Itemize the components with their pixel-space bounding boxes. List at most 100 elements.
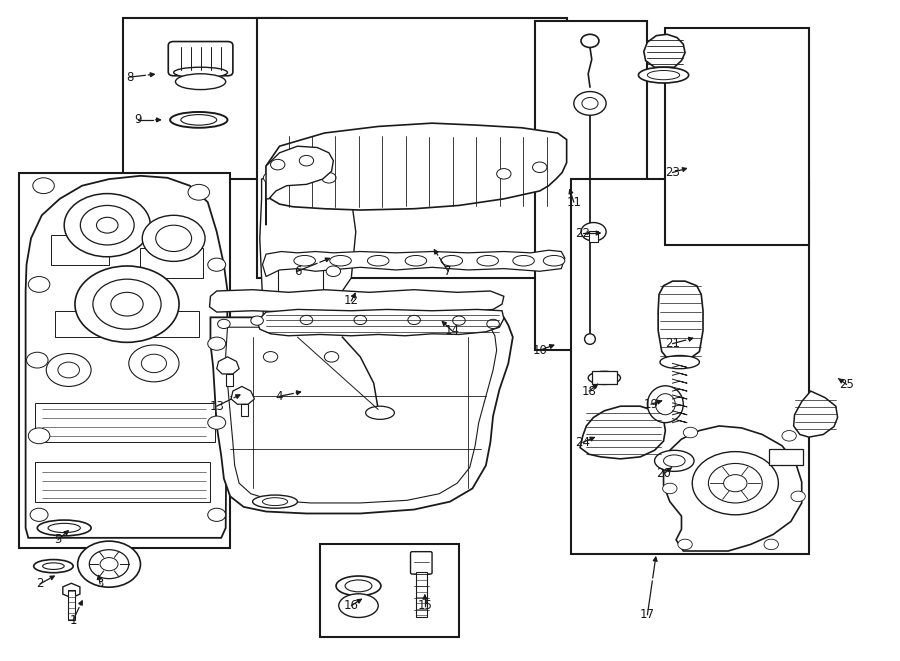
Bar (35, 462, 211, 502)
FancyBboxPatch shape (410, 552, 432, 574)
Circle shape (324, 352, 338, 362)
Circle shape (487, 319, 500, 329)
Circle shape (93, 279, 161, 329)
Text: 2: 2 (36, 578, 44, 590)
FancyBboxPatch shape (168, 42, 233, 76)
Circle shape (26, 352, 48, 368)
Text: 6: 6 (293, 265, 302, 278)
Circle shape (264, 173, 278, 183)
Text: 7: 7 (445, 265, 452, 278)
Circle shape (77, 541, 140, 587)
Ellipse shape (638, 67, 689, 83)
Ellipse shape (294, 255, 315, 266)
Ellipse shape (647, 71, 680, 80)
Text: 19: 19 (644, 398, 659, 410)
Polygon shape (226, 327, 497, 503)
Ellipse shape (585, 334, 596, 344)
Circle shape (208, 416, 226, 429)
Text: 16: 16 (344, 599, 359, 612)
Polygon shape (794, 391, 838, 437)
Text: 25: 25 (839, 378, 854, 391)
Polygon shape (260, 173, 356, 412)
Text: 14: 14 (445, 324, 459, 337)
Text: 10: 10 (532, 344, 547, 357)
Ellipse shape (544, 255, 565, 266)
Ellipse shape (174, 67, 228, 78)
Ellipse shape (405, 255, 427, 266)
Ellipse shape (42, 563, 64, 569)
Bar (665, 28, 809, 245)
Text: 1: 1 (69, 613, 76, 627)
Circle shape (142, 215, 205, 261)
Text: 20: 20 (656, 467, 671, 481)
Polygon shape (211, 317, 513, 514)
Circle shape (724, 475, 747, 492)
Bar (50, 235, 109, 264)
Ellipse shape (48, 524, 80, 533)
Polygon shape (644, 34, 685, 67)
Text: 12: 12 (344, 294, 359, 307)
Circle shape (30, 508, 48, 522)
Bar (592, 371, 617, 385)
Circle shape (208, 508, 226, 522)
Circle shape (791, 491, 806, 502)
Circle shape (208, 258, 226, 271)
Ellipse shape (365, 407, 394, 419)
Bar (35, 403, 215, 442)
Circle shape (64, 194, 150, 256)
Circle shape (662, 483, 677, 494)
Circle shape (80, 206, 134, 245)
Text: 4: 4 (275, 390, 284, 403)
Circle shape (96, 217, 118, 233)
Ellipse shape (655, 394, 675, 414)
Circle shape (100, 558, 118, 570)
Ellipse shape (263, 498, 288, 506)
Circle shape (321, 173, 336, 183)
Ellipse shape (367, 255, 389, 266)
Circle shape (782, 430, 796, 441)
Text: 23: 23 (665, 166, 680, 179)
Bar (68, 590, 75, 620)
Ellipse shape (663, 455, 685, 467)
Ellipse shape (336, 576, 381, 596)
Circle shape (574, 92, 606, 115)
Bar (572, 179, 809, 555)
Text: 9: 9 (134, 114, 141, 126)
Circle shape (408, 315, 420, 325)
Polygon shape (580, 407, 665, 459)
Circle shape (764, 539, 778, 550)
Polygon shape (257, 309, 504, 336)
Bar (55, 311, 109, 337)
Circle shape (301, 315, 312, 325)
Circle shape (208, 337, 226, 350)
Circle shape (453, 316, 465, 325)
Circle shape (326, 266, 340, 276)
Text: 17: 17 (640, 608, 655, 621)
Circle shape (581, 223, 606, 241)
Bar (536, 21, 647, 350)
Circle shape (678, 539, 692, 550)
Bar (590, 231, 598, 242)
Ellipse shape (513, 255, 535, 266)
Circle shape (32, 178, 54, 194)
Circle shape (28, 276, 50, 292)
Polygon shape (231, 387, 255, 405)
Ellipse shape (654, 450, 694, 471)
Circle shape (300, 155, 313, 166)
Text: 22: 22 (575, 227, 590, 239)
Ellipse shape (176, 74, 226, 90)
Polygon shape (663, 426, 802, 551)
Circle shape (264, 352, 278, 362)
Circle shape (533, 162, 547, 173)
Bar (122, 18, 280, 179)
Text: 8: 8 (126, 71, 133, 83)
Circle shape (75, 266, 179, 342)
Bar (769, 449, 803, 465)
Polygon shape (25, 176, 228, 538)
Bar (320, 545, 459, 637)
Bar (416, 572, 427, 617)
Ellipse shape (329, 255, 351, 266)
Text: 21: 21 (665, 337, 680, 350)
Ellipse shape (441, 255, 463, 266)
Bar (278, 264, 322, 317)
